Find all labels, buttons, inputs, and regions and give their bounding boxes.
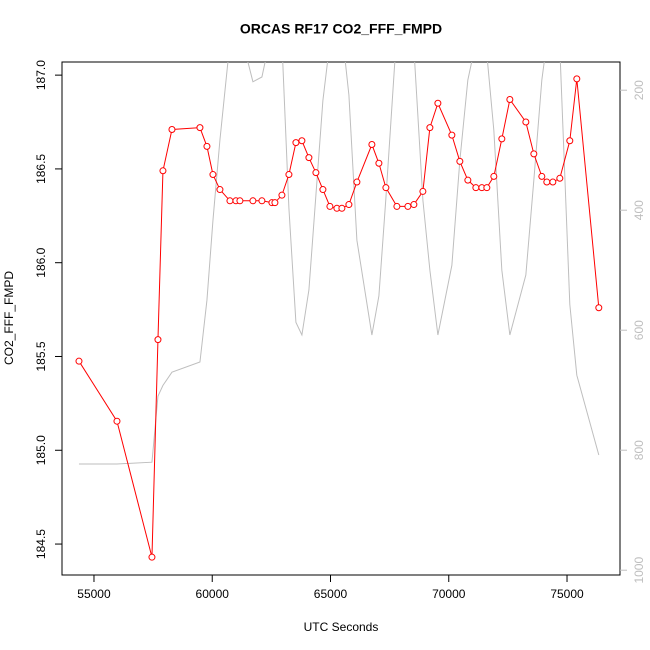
- plot-box: [61, 61, 621, 576]
- x-tick-label: 55000: [77, 587, 111, 601]
- y-tick-label: 187.0: [34, 60, 48, 90]
- data-point: [434, 99, 442, 107]
- data-point: [209, 171, 217, 179]
- data-point: [566, 137, 574, 145]
- data-point: [148, 553, 156, 561]
- data-point: [538, 172, 546, 180]
- data-point: [368, 141, 376, 149]
- series-line: [78, 62, 600, 465]
- data-point: [113, 417, 121, 425]
- data-point: [236, 197, 244, 205]
- data-point: [530, 150, 538, 158]
- x-tick-label: 75000: [550, 587, 584, 601]
- data-point: [426, 124, 434, 132]
- data-point: [506, 96, 514, 104]
- data-point: [226, 197, 234, 205]
- data-point: [319, 186, 327, 194]
- y-axis-label: CO2_FFF_FMPD: [2, 271, 16, 365]
- data-point: [543, 178, 551, 186]
- y-tick-label: 184.5: [34, 529, 48, 559]
- data-point: [345, 201, 353, 209]
- data-point: [404, 202, 412, 210]
- data-point: [278, 191, 286, 199]
- data-point: [75, 357, 83, 365]
- data-point: [298, 137, 306, 145]
- data-point: [522, 118, 530, 126]
- y2-tick-label: 1000: [632, 557, 646, 584]
- data-point: [483, 184, 491, 192]
- data-point: [216, 186, 224, 194]
- data-point: [203, 142, 211, 150]
- chart-title: ORCAS RF17 CO2_FFF_FMPD: [240, 21, 442, 37]
- data-point: [258, 197, 266, 205]
- data-point: [448, 131, 456, 139]
- x-axis-label: UTC Seconds: [304, 620, 379, 634]
- data-point: [464, 176, 472, 184]
- data-point: [549, 178, 557, 186]
- data-point: [353, 178, 361, 186]
- data-point: [456, 157, 464, 165]
- data-point: [498, 135, 506, 143]
- y-tick-label: 186.0: [34, 247, 48, 277]
- data-point: [419, 187, 427, 195]
- x-tick-label: 70000: [432, 587, 466, 601]
- data-point: [573, 75, 581, 83]
- data-point: [338, 204, 346, 212]
- x-tick-label: 60000: [196, 587, 230, 601]
- data-point: [490, 172, 498, 180]
- y2-tick-label: 200: [632, 80, 646, 100]
- data-point: [375, 159, 383, 167]
- y2-tick-label: 600: [632, 320, 646, 340]
- data-point: [159, 167, 167, 175]
- data-point: [312, 169, 320, 177]
- data-point: [472, 184, 480, 192]
- data-point: [292, 139, 300, 147]
- plot-area: [75, 62, 603, 561]
- y-tick-label: 186.5: [34, 154, 48, 184]
- data-point: [305, 154, 313, 162]
- x-tick-label: 65000: [314, 587, 348, 601]
- data-point: [393, 202, 401, 210]
- y2-tick-label: 400: [632, 200, 646, 220]
- data-point: [196, 124, 204, 132]
- data-point: [249, 197, 257, 205]
- data-point: [326, 202, 334, 210]
- y2-tick-label: 800: [632, 440, 646, 460]
- y-tick-label: 185.0: [34, 435, 48, 465]
- data-point: [168, 126, 176, 134]
- data-point: [410, 201, 418, 209]
- data-point: [382, 184, 390, 192]
- data-point: [154, 336, 162, 344]
- data-point: [285, 171, 293, 179]
- series-line: [78, 78, 600, 558]
- data-point: [271, 199, 279, 207]
- data-point: [556, 174, 564, 182]
- data-point: [595, 304, 603, 312]
- y-tick-label: 185.5: [34, 341, 48, 371]
